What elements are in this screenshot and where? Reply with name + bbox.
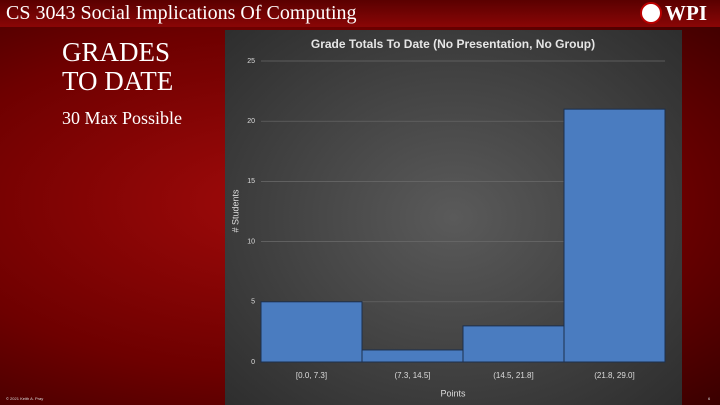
y-tick-label: 15 (247, 178, 255, 185)
x-axis-label: Points (440, 388, 466, 398)
title-line: TO DATE (62, 66, 174, 96)
y-tick-label: 0 (251, 359, 255, 366)
y-tick-label: 5 (251, 299, 255, 306)
bar (260, 301, 363, 363)
y-axis-label: # Students (230, 189, 240, 233)
y-tick-label: 10 (247, 238, 255, 245)
header-title: CS 3043 Social Implications Of Computing (6, 2, 357, 24)
y-tick-label: 25 (247, 58, 255, 65)
bar (462, 325, 565, 363)
slide-subtitle: 30 Max Possible (62, 108, 183, 128)
bar (563, 108, 666, 363)
bar (361, 349, 464, 363)
slide-title: GRADES TO DATE (62, 38, 173, 96)
title-line: GRADES (62, 37, 171, 67)
x-tick-label: (7.3, 14.5] (394, 371, 430, 380)
logo-seal (640, 2, 662, 24)
x-tick-label: (21.8, 29.0] (594, 371, 634, 380)
footer: © 2021 Keith A. Pray (6, 396, 44, 401)
x-tick-label: [0.0, 7.3] (296, 371, 327, 380)
y-tick-label: 20 (247, 118, 255, 125)
logo-text: WPI (665, 1, 707, 25)
page-number: 6 (708, 396, 711, 401)
header-bar (0, 0, 720, 27)
x-tick-label: (14.5, 21.8] (493, 371, 533, 380)
chart-title: Grade Totals To Date (No Presentation, N… (311, 37, 595, 51)
